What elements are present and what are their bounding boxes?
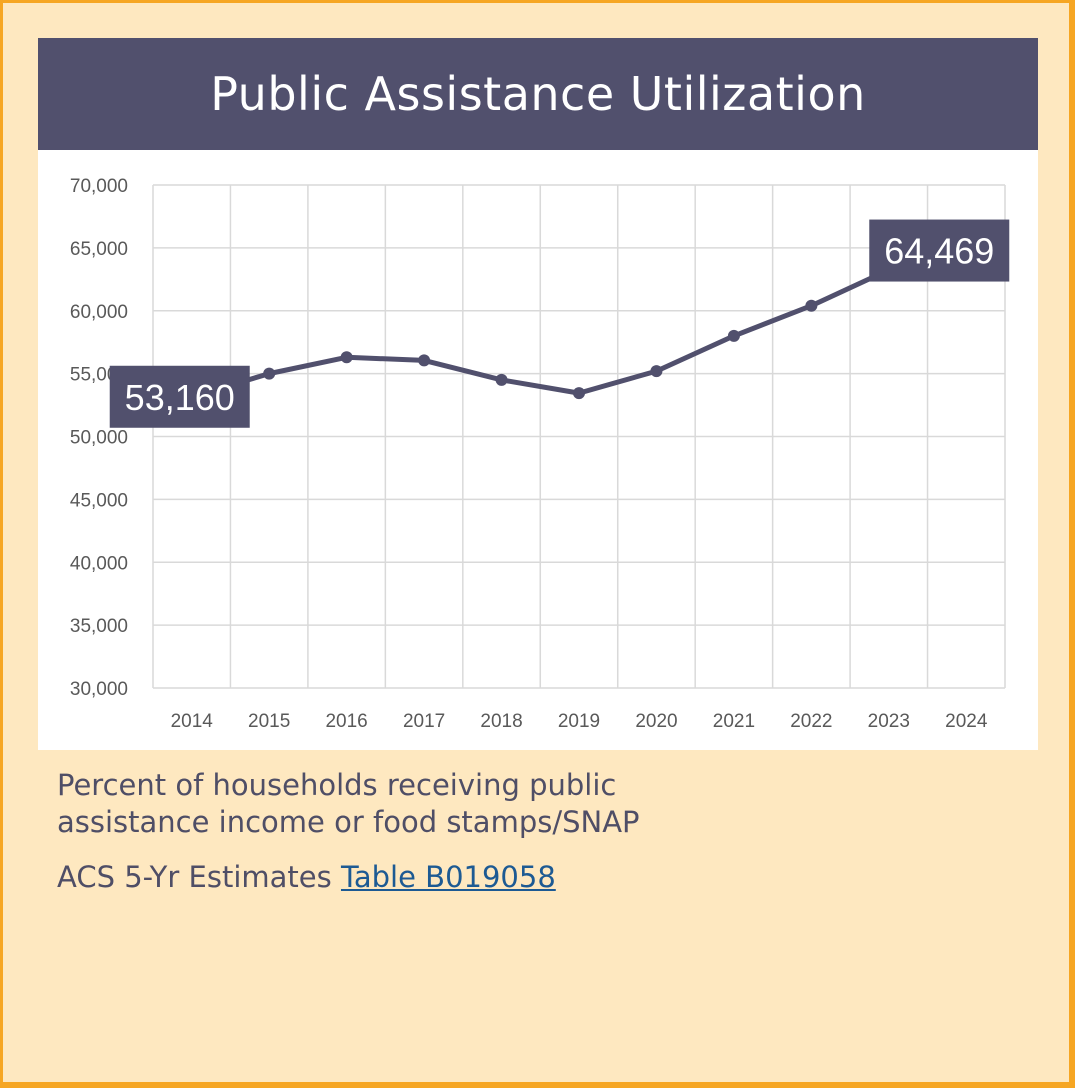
x-tick-label: 2016 bbox=[325, 711, 367, 732]
data-point bbox=[650, 365, 663, 378]
data-point bbox=[727, 329, 740, 342]
y-tick-label: 65,000 bbox=[70, 239, 128, 260]
data-label: 53,160 bbox=[125, 377, 235, 418]
data-point bbox=[263, 367, 276, 380]
x-tick-label: 2017 bbox=[403, 711, 445, 732]
line-chart: 30,00035,00040,00045,00050,00055,00060,0… bbox=[70, 176, 1010, 732]
x-tick-label: 2024 bbox=[945, 711, 988, 732]
y-tick-label: 60,000 bbox=[70, 302, 128, 323]
source-table-link[interactable]: Table B019058 bbox=[340, 860, 556, 894]
source-line: ACS 5-Yr Estimates Table B019058 bbox=[57, 859, 556, 896]
x-tick-label: 2020 bbox=[635, 711, 677, 732]
data-label: 64,469 bbox=[884, 231, 994, 272]
data-point bbox=[495, 373, 508, 386]
x-tick-label: 2021 bbox=[713, 711, 755, 732]
y-tick-label: 30,000 bbox=[70, 679, 128, 700]
x-tick-label: 2015 bbox=[248, 711, 290, 732]
title-banner: Public Assistance Utilization bbox=[38, 38, 1038, 150]
data-point bbox=[805, 299, 818, 312]
y-tick-label: 50,000 bbox=[70, 428, 128, 449]
chart-caption: Percent of households receiving public a… bbox=[57, 768, 640, 839]
chart-title: Public Assistance Utilization bbox=[210, 67, 866, 121]
y-tick-label: 70,000 bbox=[70, 176, 128, 197]
data-point bbox=[573, 387, 585, 400]
x-tick-label: 2023 bbox=[868, 711, 910, 732]
chart-panel: 30,000 35,000 40,000 45,000 50,000 55,000 60,0… bbox=[38, 150, 1038, 750]
data-point bbox=[340, 351, 353, 364]
y-tick-label: 40,000 bbox=[70, 553, 128, 574]
x-tick-label: 2018 bbox=[480, 711, 522, 732]
data-point bbox=[418, 354, 431, 367]
infographic-card: Public Assistance Utilization 30,000 35,0… bbox=[3, 3, 1069, 1082]
x-tick-label: 2022 bbox=[790, 711, 832, 732]
y-tick-label: 45,000 bbox=[70, 490, 128, 511]
source-prefix: ACS 5-Yr Estimates bbox=[57, 860, 332, 894]
x-tick-label: 2014 bbox=[171, 711, 214, 732]
data-label-box bbox=[869, 219, 1010, 282]
data-label-box bbox=[109, 365, 250, 428]
y-tick-label: 35,000 bbox=[70, 616, 128, 637]
x-tick-label: 2019 bbox=[558, 711, 600, 732]
